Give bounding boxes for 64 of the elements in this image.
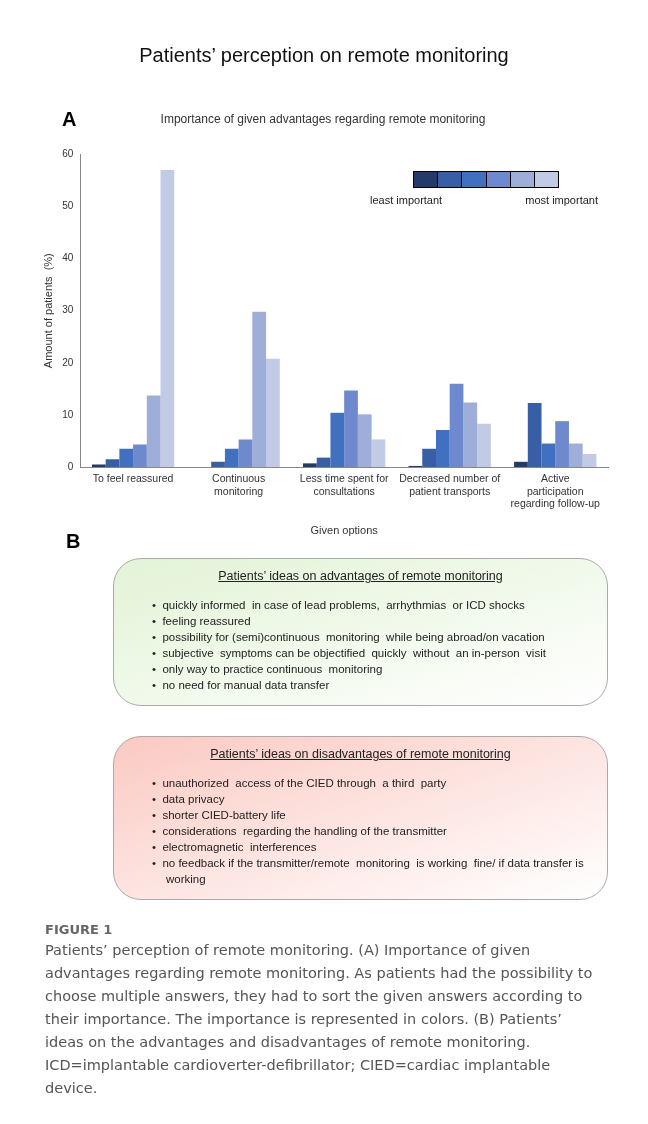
chart-subtitle: Importance of given advantages regarding remote monitoring bbox=[160, 111, 486, 126]
y-tick-label: 30 bbox=[62, 304, 74, 316]
y-tick-label: 10 bbox=[62, 408, 74, 420]
bar bbox=[105, 459, 120, 467]
y-tick-label: 40 bbox=[62, 252, 74, 264]
text: • no need for manual data transfer bbox=[152, 678, 331, 693]
caption: FIGURE 1 bbox=[45, 922, 114, 937]
y-tick-label: 50 bbox=[62, 200, 74, 212]
text: A bbox=[62, 108, 77, 131]
bar bbox=[119, 448, 134, 467]
text: • considerations regarding the handling of the transmitter bbox=[152, 824, 448, 839]
bar bbox=[252, 311, 267, 467]
bar bbox=[211, 461, 225, 467]
bar bbox=[568, 443, 583, 467]
chart-title: Patients’ perception on remote monitoring bbox=[138, 43, 510, 68]
y-tick-label: 20 bbox=[62, 356, 74, 368]
text: Patients’ ideas on disadvantages of remote monitoring bbox=[209, 747, 512, 761]
text: • data privacy bbox=[152, 792, 226, 807]
bar bbox=[555, 421, 569, 467]
text: • unauthorized access of the CIED through a third party bbox=[152, 776, 448, 791]
bar bbox=[224, 448, 239, 467]
annotation: least important bbox=[370, 194, 443, 206]
bar bbox=[449, 383, 464, 467]
y-tick-label: 60 bbox=[62, 148, 74, 160]
bar bbox=[146, 395, 161, 467]
x-tick-label: Decreased number of patient transports bbox=[399, 472, 501, 497]
y-tick-label: 0 bbox=[67, 460, 74, 472]
y-axis-title: Amount of patients (%) bbox=[41, 253, 54, 369]
bar bbox=[266, 358, 280, 467]
annotation: most important bbox=[525, 194, 598, 206]
bar bbox=[477, 423, 491, 467]
bar bbox=[582, 453, 597, 467]
text: Patients’ perception of remote monitoring. (A) Importance of given advantages regarding remote monitoring. As patients had the possibility to choose multiple answers, they had to sort the given answers according to their importance. The importance is represented in colors. (B) Patients’ ideas on the advantages and disadvantages of remote monitoring. ICD=implantable cardioverter-defibrillator; CIED=cardiac implantable device. bbox=[45, 941, 594, 1098]
text: B bbox=[66, 530, 81, 552]
bar bbox=[344, 390, 358, 467]
text: • quickly informed in case of lead problems, arrhythmias or ICD shocks bbox=[152, 598, 526, 613]
text: • no feedback if the transmitter/remote monitoring is working fine/ if data transfer is working bbox=[152, 856, 585, 887]
bar bbox=[238, 439, 253, 467]
bar bbox=[527, 402, 542, 467]
text: • subjective symptoms can be objectified quickly without an in-person visit bbox=[152, 646, 547, 661]
text: • only way to practice continuous monitoring bbox=[152, 662, 384, 677]
x-tick-label: Active participation regarding follow-up bbox=[510, 472, 601, 510]
text: • possibility for (semi)continuous monitoring while being abroad/on vacation bbox=[152, 630, 546, 645]
bar bbox=[422, 448, 436, 467]
bar bbox=[541, 443, 556, 467]
bar bbox=[91, 464, 106, 467]
bar bbox=[371, 439, 386, 467]
bar bbox=[160, 170, 175, 467]
text: • feeling reassured bbox=[152, 614, 252, 629]
text: • electromagnetic interferences bbox=[152, 840, 318, 855]
x-tick-label: Continuous monitoring bbox=[212, 472, 266, 497]
bar bbox=[435, 430, 450, 467]
bar bbox=[303, 463, 317, 467]
bar bbox=[330, 412, 345, 467]
text: Patients’ ideas on advantages of remote monitoring bbox=[217, 569, 504, 583]
text: • shorter CIED-battery life bbox=[152, 808, 287, 823]
bar bbox=[316, 457, 331, 467]
bar bbox=[357, 414, 372, 467]
bar bbox=[463, 402, 478, 467]
x-tick-label: To feel reassured bbox=[92, 472, 174, 485]
x-axis-title: Given options bbox=[310, 524, 379, 537]
bar bbox=[514, 461, 528, 467]
x-tick-label: Less time spent for consultations bbox=[299, 472, 390, 497]
bar bbox=[133, 444, 147, 467]
